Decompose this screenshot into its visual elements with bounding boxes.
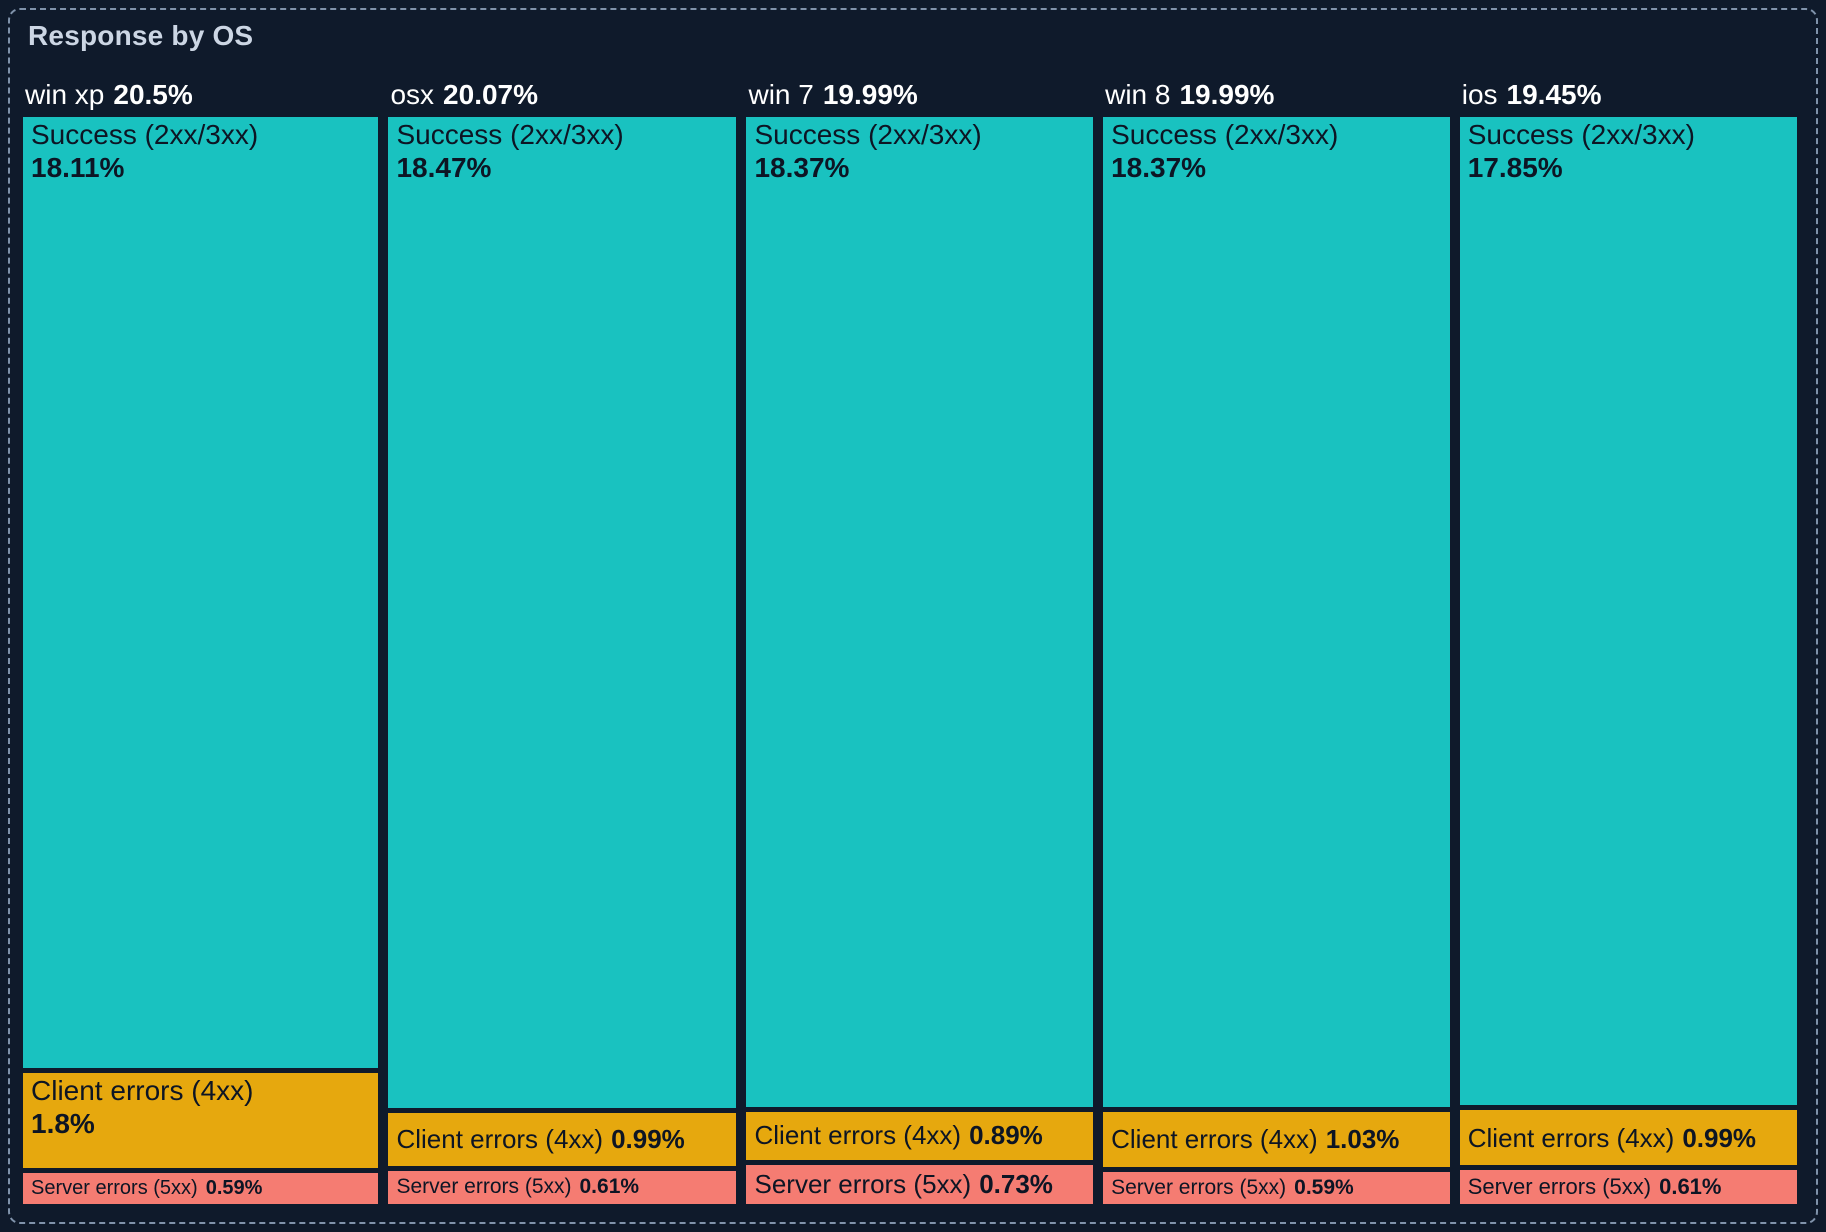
column-stack-win-xp: Success (2xx/3xx) 18.11% Client errors (4x… xyxy=(23,117,379,1204)
column-stack-osx: Success (2xx/3xx) 18.47% Client errors (4x… xyxy=(388,117,737,1204)
segment-value: 0.99% xyxy=(611,1124,685,1155)
column-total-value: 19.45% xyxy=(1506,78,1602,110)
segment-label: Client errors (4xx) xyxy=(1111,1124,1318,1155)
segment-label: Success (2xx/3xx) xyxy=(1111,119,1339,150)
segment-value: 1.03% xyxy=(1325,1124,1400,1155)
segment-label: Success (2xx/3xx) xyxy=(1467,119,1695,150)
segment-server-win-8[interactable]: Server errors (5xx) 0.59% xyxy=(1103,1172,1450,1204)
segment-label: Server errors (5xx) xyxy=(31,1176,198,1199)
segment-value: 18.11% xyxy=(31,151,125,183)
segment-label: Client errors (4xx) xyxy=(396,1124,604,1155)
column-category-label: osx xyxy=(390,78,435,110)
segment-label: Server errors (5xx) xyxy=(1111,1175,1287,1199)
segment-value: 17.85% xyxy=(1467,151,1563,183)
column-stack-ios: Success (2xx/3xx) 17.85% Client errors (4x… xyxy=(1459,117,1797,1204)
segment-value: 0.99% xyxy=(1682,1122,1757,1153)
column-category-label: win 8 xyxy=(1105,78,1171,110)
segment-value: 0.61% xyxy=(1659,1174,1722,1200)
segment-success-win-8[interactable]: Success (2xx/3xx) 18.37% xyxy=(1103,117,1450,1107)
segment-label: Success (2xx/3xx) xyxy=(31,119,259,150)
segment-value: 1.8% xyxy=(31,1108,95,1140)
column-header-win-xp: win xp 20.5% xyxy=(23,72,378,117)
segment-success-win-7[interactable]: Success (2xx/3xx) 18.37% xyxy=(746,117,1094,1107)
segment-success-win-xp[interactable]: Success (2xx/3xx) 18.11% xyxy=(23,117,379,1069)
column-category-label: ios xyxy=(1461,78,1498,110)
column-header-win-8: win 8 19.99% xyxy=(1103,72,1450,117)
segment-label: Server errors (5xx) xyxy=(396,1175,572,1199)
segment-value: 18.37% xyxy=(754,151,850,183)
segment-server-osx[interactable]: Server errors (5xx) 0.61% xyxy=(388,1171,737,1204)
column-total-value: 20.5% xyxy=(113,78,193,110)
segment-client-win-7[interactable]: Client errors (4xx) 0.89% xyxy=(746,1111,1094,1160)
column-stack-win-8: Success (2xx/3xx) 18.37% Client errors (4x… xyxy=(1103,117,1450,1204)
segment-value: 0.89% xyxy=(969,1120,1043,1151)
segment-client-win-xp[interactable]: Client errors (4xx) 1.8% xyxy=(23,1073,379,1168)
column-category-label: win xp xyxy=(25,78,105,110)
segment-client-osx[interactable]: Client errors (4xx) 0.99% xyxy=(388,1113,737,1167)
segment-label: Server errors (5xx) xyxy=(1467,1174,1652,1200)
segment-label: Success (2xx/3xx) xyxy=(396,119,624,150)
column-stack-win-7: Success (2xx/3xx) 18.37% Client errors (4x… xyxy=(746,117,1094,1204)
column-header-osx: osx 20.07% xyxy=(388,72,736,117)
treemap-column-win-7: win 7 19.99% Success (2xx/3xx) 18.37% Client… xyxy=(746,72,1094,1204)
segment-value: 0.61% xyxy=(579,1175,640,1199)
segment-label: Client errors (4xx) xyxy=(31,1075,254,1107)
segment-server-win-xp[interactable]: Server errors (5xx) 0.59% xyxy=(23,1173,379,1204)
segment-server-ios[interactable]: Server errors (5xx) 0.61% xyxy=(1459,1170,1797,1204)
treemap-column-win-xp: win xp 20.5% Success (2xx/3xx) 18.11% Client… xyxy=(23,72,379,1204)
segment-client-win-8[interactable]: Client errors (4xx) 1.03% xyxy=(1103,1111,1450,1168)
segment-value: 18.47% xyxy=(396,151,492,183)
treemap-column-osx: osx 20.07% Success (2xx/3xx) 18.47% Client e… xyxy=(388,72,737,1204)
column-total-value: 19.99% xyxy=(822,78,918,110)
segment-value: 0.59% xyxy=(205,1176,263,1199)
column-header-win-7: win 7 19.99% xyxy=(746,72,1093,117)
column-header-ios: ios 19.45% xyxy=(1460,72,1797,117)
segment-label: Client errors (4xx) xyxy=(1467,1122,1675,1153)
segment-value: 0.73% xyxy=(979,1169,1053,1200)
segment-label: Server errors (5xx) xyxy=(754,1169,972,1200)
segment-label: Client errors (4xx) xyxy=(754,1120,962,1151)
column-category-label: win 7 xyxy=(748,78,814,110)
segment-value: 0.59% xyxy=(1294,1175,1354,1199)
segment-success-osx[interactable]: Success (2xx/3xx) 18.47% xyxy=(388,117,737,1109)
segment-success-ios[interactable]: Success (2xx/3xx) 17.85% xyxy=(1459,117,1797,1106)
treemap-column-ios: ios 19.45% Success (2xx/3xx) 17.85% Client e… xyxy=(1459,72,1797,1204)
segment-value: 18.37% xyxy=(1111,151,1207,183)
segment-client-ios[interactable]: Client errors (4xx) 0.99% xyxy=(1459,1110,1797,1166)
segment-server-win-7[interactable]: Server errors (5xx) 0.73% xyxy=(746,1164,1094,1204)
column-total-value: 20.07% xyxy=(443,78,539,110)
chart: win xp 20.5% Success (2xx/3xx) 18.11% Client… xyxy=(23,72,1797,1204)
treemap-column-win-8: win 8 19.99% Success (2xx/3xx) 18.37% Client… xyxy=(1103,72,1450,1204)
segment-label: Success (2xx/3xx) xyxy=(754,119,982,150)
page-title: Response by OS xyxy=(28,20,254,51)
column-total-value: 19.99% xyxy=(1179,78,1275,110)
